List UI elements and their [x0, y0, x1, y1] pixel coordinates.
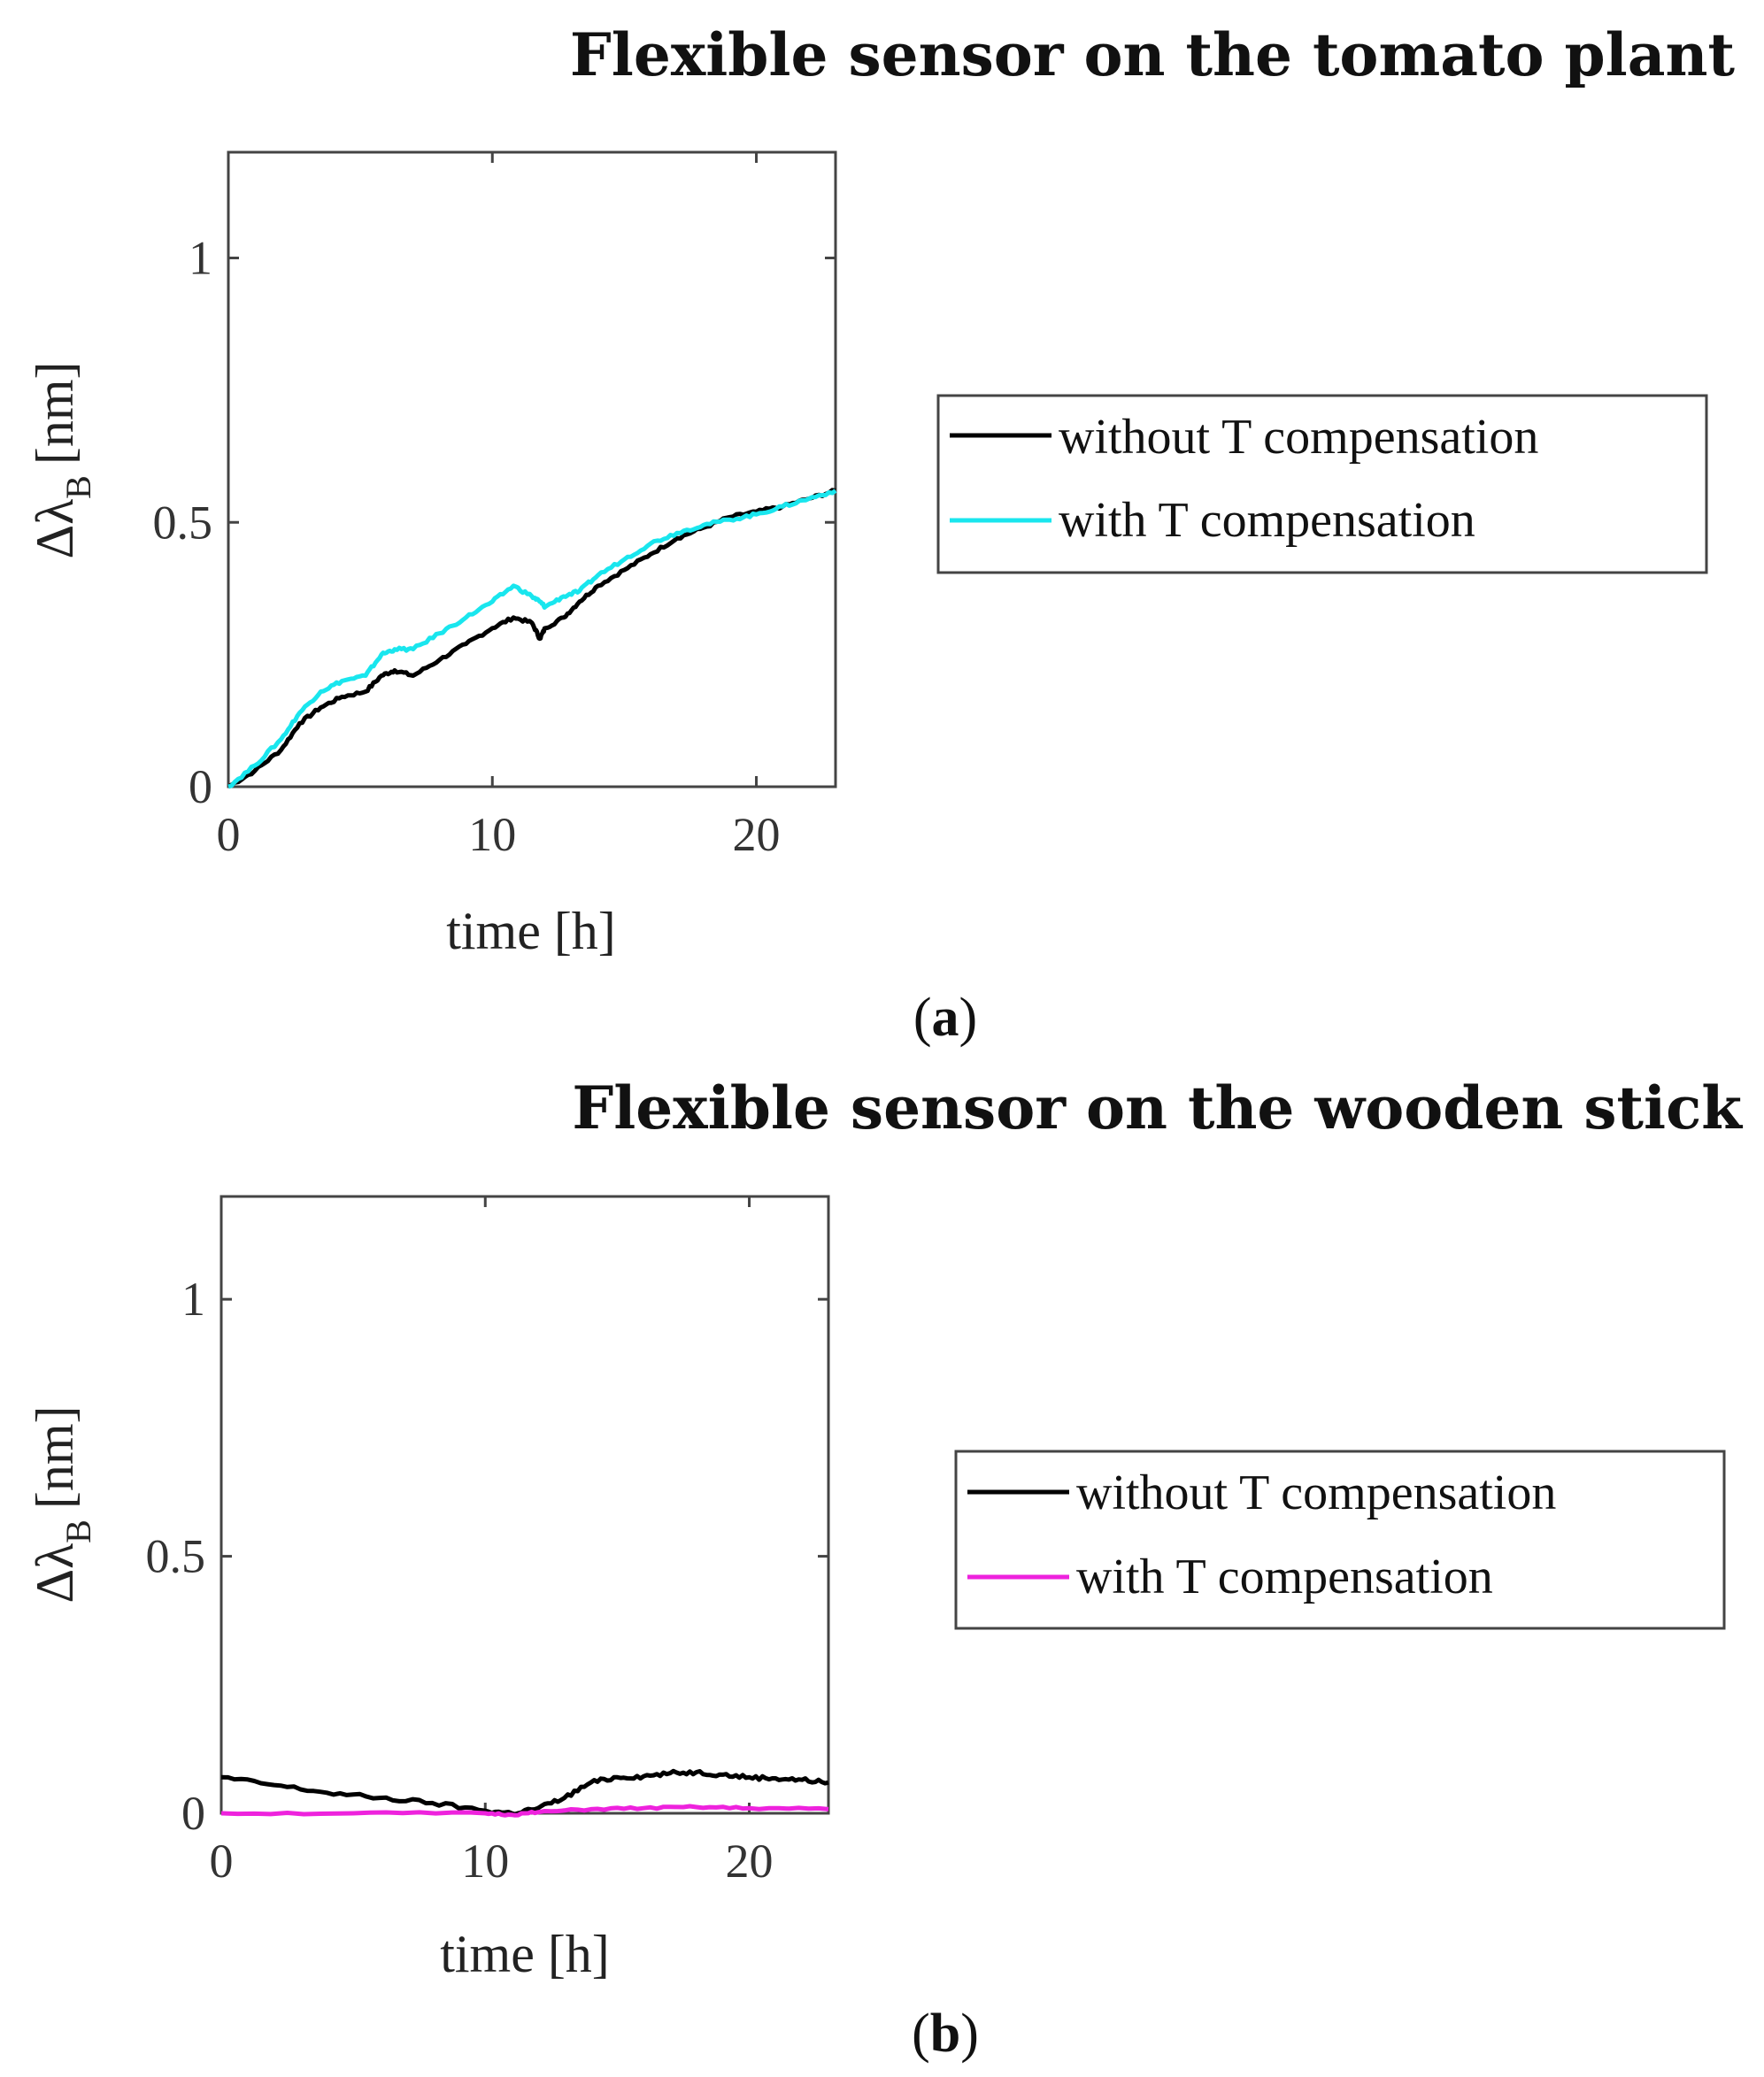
y-axis-label-main-b: Δλ: [26, 1543, 84, 1604]
y-tick-label-b-2: 1: [181, 1273, 205, 1326]
x-tick-label-b-2: 20: [726, 1835, 774, 1888]
y-tick-label-b-1: 0.5: [146, 1530, 206, 1583]
y-axis-label-sub-a: B: [58, 475, 98, 499]
legend-entry-a-1: with T compensation: [1059, 493, 1475, 548]
plot-frame-a: [227, 150, 837, 788]
plot-frame-b: [220, 1195, 830, 1815]
ticks-b: 0 10 20 0 0.5 1: [146, 1196, 828, 1888]
series-line-b-1: [220, 1804, 829, 1818]
panel-b: Flexible sensor on the wooden stick ΔλB […: [26, 1073, 1743, 2064]
legend-box-b: [954, 1450, 1726, 1630]
legend-entry-b-1: with T compensation: [1076, 1550, 1493, 1604]
x-axis-label-b: time [h]: [440, 1925, 610, 1983]
x-tick-label-b-1: 10: [461, 1835, 509, 1888]
legend-box-a: [936, 394, 1708, 574]
x-axis-label-a: time [h]: [446, 902, 616, 960]
series-line-b-0: [220, 1768, 829, 1817]
series-group-b: [220, 1768, 829, 1818]
svg-text:ΔλB[nm]: ΔλB [nm]: [26, 361, 98, 558]
series-line-a-0: [227, 488, 836, 789]
chart-title-a: Flexible sensor on the tomato plant: [570, 20, 1736, 89]
y-axis-label-b: ΔλB [nm]: [26, 1405, 98, 1603]
x-tick-label-a-0: 0: [217, 808, 241, 861]
x-tick-label-a-2: 20: [733, 808, 781, 861]
legend-entry-a-0: without T compensation: [1059, 410, 1538, 465]
y-tick-label-a-0: 0: [189, 760, 212, 813]
y-axis-label-sub-b: B: [58, 1519, 98, 1543]
panel-label-b: (b): [912, 2004, 979, 2064]
x-tick-label-a-1: 10: [468, 808, 516, 861]
svg-text:ΔλB[nm]: ΔλB [nm]: [26, 1405, 98, 1603]
chart-title-b: Flexible sensor on the wooden stick: [572, 1073, 1743, 1142]
y-tick-label-a-1: 0.5: [153, 496, 213, 549]
series-line-a-1: [227, 488, 837, 789]
x-tick-label-b-0: 0: [210, 1835, 234, 1888]
series-group-a: [227, 488, 837, 789]
y-axis-label-main-a: Δλ: [26, 499, 84, 559]
y-axis-label-a: ΔλB [nm]: [26, 361, 98, 558]
panel-label-a: (a): [913, 988, 977, 1048]
y-axis-label-unit-b: [nm]: [26, 1405, 84, 1509]
y-axis-label-unit-a: [nm]: [26, 361, 84, 465]
y-tick-label-a-2: 1: [189, 232, 212, 285]
legend-a: without T compensation with T compensati…: [936, 394, 1708, 574]
ticks-a: 0 10 20 0 0.5 1: [153, 152, 836, 861]
panel-a: Flexible sensor on the tomato plant ΔλB […: [26, 20, 1736, 1048]
legend-entry-b-0: without T compensation: [1076, 1465, 1556, 1520]
legend-b: without T compensation with T compensati…: [954, 1450, 1726, 1630]
y-tick-label-b-0: 0: [181, 1787, 205, 1840]
